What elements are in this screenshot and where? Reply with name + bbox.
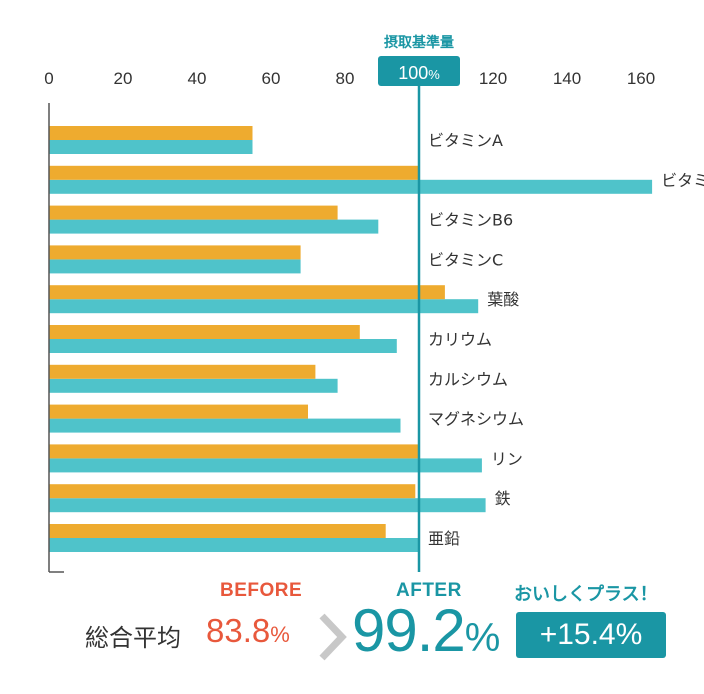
bars (49, 126, 653, 552)
x-tick-label: 140 (553, 69, 581, 88)
reference-title: 摂取基準量 (384, 34, 454, 51)
bar-after (49, 140, 253, 154)
bar-before (49, 404, 308, 419)
bar-before (49, 126, 253, 140)
category-label: カリウム (428, 330, 492, 349)
bar-after (49, 299, 479, 314)
x-tick-label: 0 (44, 69, 53, 88)
plus-value-badge: +15.4% (516, 612, 666, 658)
bar-after (49, 179, 653, 194)
bar-after (49, 259, 301, 274)
bar-after (49, 538, 419, 552)
bar-after (49, 378, 338, 393)
after-label: AFTER (396, 580, 462, 601)
bar-before (49, 484, 416, 499)
reference-badge-unit: % (428, 67, 440, 82)
category-label: カルシウム (428, 370, 508, 389)
bar-after (49, 219, 379, 234)
x-tick-label: 120 (479, 69, 507, 88)
before-average: 83.8% (206, 612, 290, 650)
x-tick-label: 80 (336, 69, 355, 88)
bar-after (49, 418, 401, 433)
bar-before (49, 285, 445, 300)
after-average-number: 99.2 (352, 597, 466, 664)
category-label: 鉄 (495, 489, 511, 508)
bar-before (49, 205, 338, 220)
bar-after (49, 339, 397, 353)
bar-before (49, 364, 316, 379)
x-tick-label: 160 (627, 69, 655, 88)
category-label: ビタミンC (428, 250, 503, 269)
reference-badge-number: 100 (398, 63, 428, 83)
bar-before (49, 325, 360, 339)
x-tick-label: 60 (262, 69, 281, 88)
category-label: ビタミンE (661, 171, 704, 190)
x-tick-label: 20 (114, 69, 133, 88)
before-label: BEFORE (220, 580, 303, 601)
x-axis-ticks: 0 20 40 60 80 120 140 160 (44, 69, 655, 88)
after-average: 99.2% (352, 596, 500, 665)
bar-before (49, 165, 419, 180)
bar-after (49, 458, 482, 473)
bar-before (49, 524, 386, 538)
category-label: ビタミンA (428, 131, 503, 150)
chevron-right-icon (319, 613, 347, 661)
bar-before (49, 245, 301, 260)
category-label: 葉酸 (487, 290, 519, 309)
category-label: マグネシウム (428, 410, 524, 429)
after-average-unit: % (464, 616, 501, 660)
reference-badge-label: 100% (398, 63, 440, 83)
bar-before (49, 444, 419, 459)
plus-label: おいしくプラス！ (514, 584, 658, 605)
reference-badge (378, 56, 460, 86)
before-average-number: 83.8 (206, 612, 271, 649)
category-label: ビタミンB6 (428, 211, 513, 230)
nutrient-bar-chart: 0 20 40 60 80 120 140 160 ビタミンA ビタミンE ビタミンB6 ビタミンC… (44, 34, 704, 573)
category-label: リン (491, 449, 523, 468)
before-average-unit: % (270, 622, 290, 647)
average-label: 総合平均 (85, 624, 181, 652)
x-tick-label: 40 (188, 69, 207, 88)
bar-after (49, 498, 486, 513)
category-labels: ビタミンA ビタミンE ビタミンB6 ビタミンC 葉酸カリウムカルシウムマグネシウムリン… (428, 131, 704, 548)
category-label: 亜鉛 (428, 529, 460, 548)
